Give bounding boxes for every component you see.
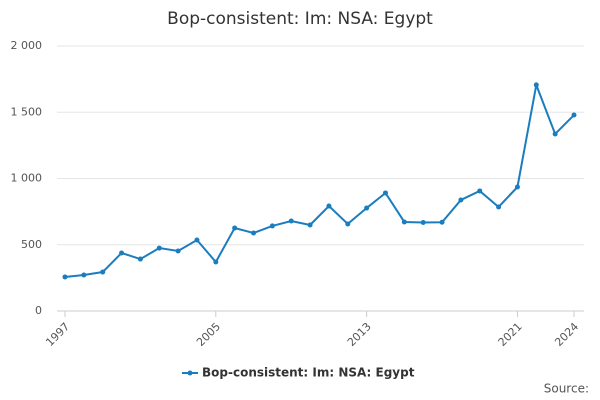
legend-swatch-dot	[187, 370, 193, 376]
y-tick-label: 1 000	[11, 172, 43, 185]
point	[552, 131, 558, 137]
y-tick-label: 2 000	[11, 39, 43, 52]
x-tick-label: 2021	[496, 320, 525, 349]
legend-label: Bop-consistent: Im: NSA: Egypt	[202, 366, 415, 380]
point	[326, 203, 332, 209]
point	[213, 259, 219, 265]
source: Source:	[544, 382, 589, 396]
point	[288, 218, 294, 224]
point	[458, 197, 464, 203]
x-tick-label: 1997	[43, 320, 72, 349]
point	[81, 272, 87, 278]
point	[119, 250, 125, 256]
point	[420, 219, 426, 225]
point	[401, 219, 407, 225]
point	[382, 190, 388, 196]
point	[345, 221, 351, 227]
y-tick-label: 1 500	[11, 105, 43, 118]
x-tick-label: 2024	[552, 320, 581, 349]
point	[439, 219, 445, 225]
point	[477, 188, 483, 194]
point	[194, 237, 200, 243]
point	[251, 230, 257, 236]
point	[232, 225, 238, 231]
point	[307, 222, 313, 228]
point	[62, 274, 68, 280]
x-tick-label: 2013	[345, 320, 374, 349]
point	[571, 112, 577, 118]
point	[156, 245, 162, 251]
chart-title: Bop-consistent: Im: NSA: Egypt	[167, 9, 433, 29]
point	[496, 204, 502, 210]
y-tick-label: 0	[35, 304, 42, 317]
point	[137, 256, 143, 262]
point	[533, 82, 539, 88]
y-tick-label: 500	[21, 238, 42, 251]
point	[269, 223, 275, 229]
series-line	[64, 81, 575, 278]
point	[514, 184, 520, 190]
point	[175, 248, 181, 254]
point	[364, 205, 370, 211]
x-tick-label: 2005	[194, 320, 223, 349]
point	[100, 269, 106, 275]
